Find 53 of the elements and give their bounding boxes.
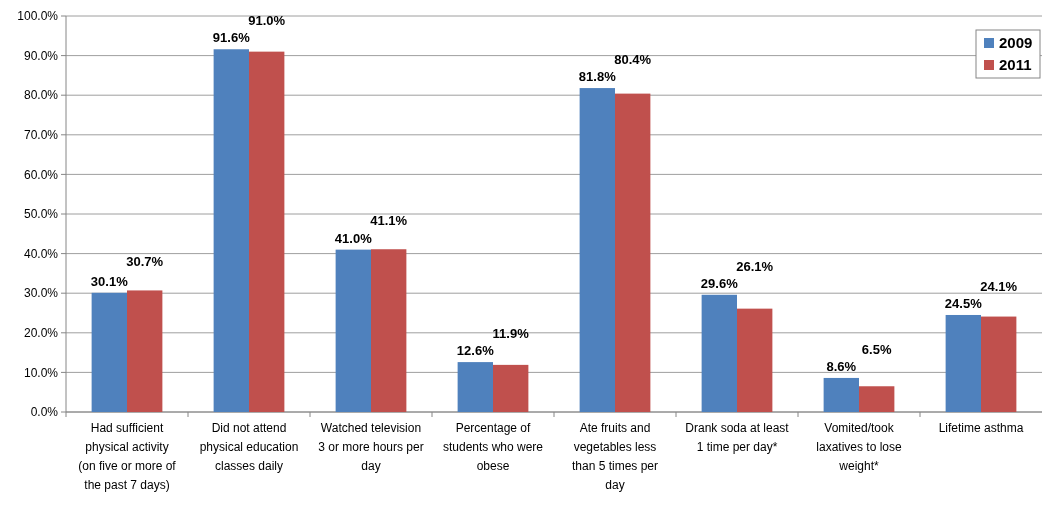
legend-label: 2009 — [999, 34, 1033, 52]
x-tick-label: Did not attend physical education classes daily — [199, 421, 299, 473]
y-tick-label: 20.0% — [23, 326, 59, 340]
bar — [91, 292, 127, 412]
x-tick-label: Ate fruits and vegetables less than 5 times per day — [571, 421, 659, 492]
x-tick-label: Had sufficient physical activity (on five or more of the past 7 days) — [78, 421, 177, 492]
bar — [701, 294, 737, 412]
bar — [823, 377, 859, 412]
y-tick-label: 0.0% — [30, 405, 59, 420]
data-label: 30.7% — [126, 254, 164, 270]
data-label: 30.1% — [90, 273, 129, 289]
y-tick-label: 100.0% — [17, 9, 59, 24]
bar — [213, 49, 249, 412]
data-label: 80.4% — [614, 52, 652, 68]
data-label: 6.5% — [861, 341, 892, 357]
bar — [981, 316, 1017, 412]
y-tick-label: 30.0% — [23, 286, 59, 301]
bar — [127, 290, 163, 412]
y-tick-label: 80.0% — [23, 88, 59, 103]
bar — [457, 362, 493, 412]
bar — [335, 249, 371, 412]
data-label: 41.0% — [334, 230, 373, 246]
data-label: 12.6% — [456, 343, 495, 359]
x-tick-label: Drank soda at least 1 time per day* — [685, 421, 790, 454]
x-tick-label: Vomited/took laxatives to lose weight* — [816, 421, 903, 473]
data-label: 8.6% — [826, 358, 857, 374]
bar — [615, 93, 651, 412]
bar — [579, 88, 615, 412]
y-tick-label: 90.0% — [23, 48, 59, 63]
y-tick-label: 10.0% — [23, 365, 59, 380]
bar — [249, 51, 285, 412]
data-label: 41.1% — [370, 213, 408, 229]
data-label: 91.6% — [212, 30, 251, 46]
data-label: 29.6% — [700, 275, 739, 291]
data-label: 24.5% — [944, 295, 983, 311]
bar — [493, 364, 529, 412]
data-label: 81.8% — [578, 69, 617, 85]
bar — [737, 308, 773, 412]
y-tick-label: 50.0% — [23, 207, 59, 222]
y-tick-label: 70.0% — [23, 128, 59, 142]
x-tick-label: Watched television 3 or more hours per day — [318, 421, 424, 473]
bar — [371, 249, 407, 412]
data-label: 26.1% — [736, 258, 774, 274]
data-label: 91.0% — [248, 13, 286, 29]
data-label: 11.9% — [492, 326, 530, 342]
legend-label: 2011 — [999, 56, 1032, 74]
bar — [859, 386, 895, 412]
bar — [945, 314, 981, 412]
x-tick-label: Percentage of students who were obese — [442, 421, 544, 473]
x-tick-label: Lifetime asthma — [938, 421, 1024, 435]
y-tick-label: 60.0% — [23, 167, 59, 182]
y-tick-label: 40.0% — [23, 246, 59, 261]
data-label: 24.1% — [980, 278, 1018, 294]
